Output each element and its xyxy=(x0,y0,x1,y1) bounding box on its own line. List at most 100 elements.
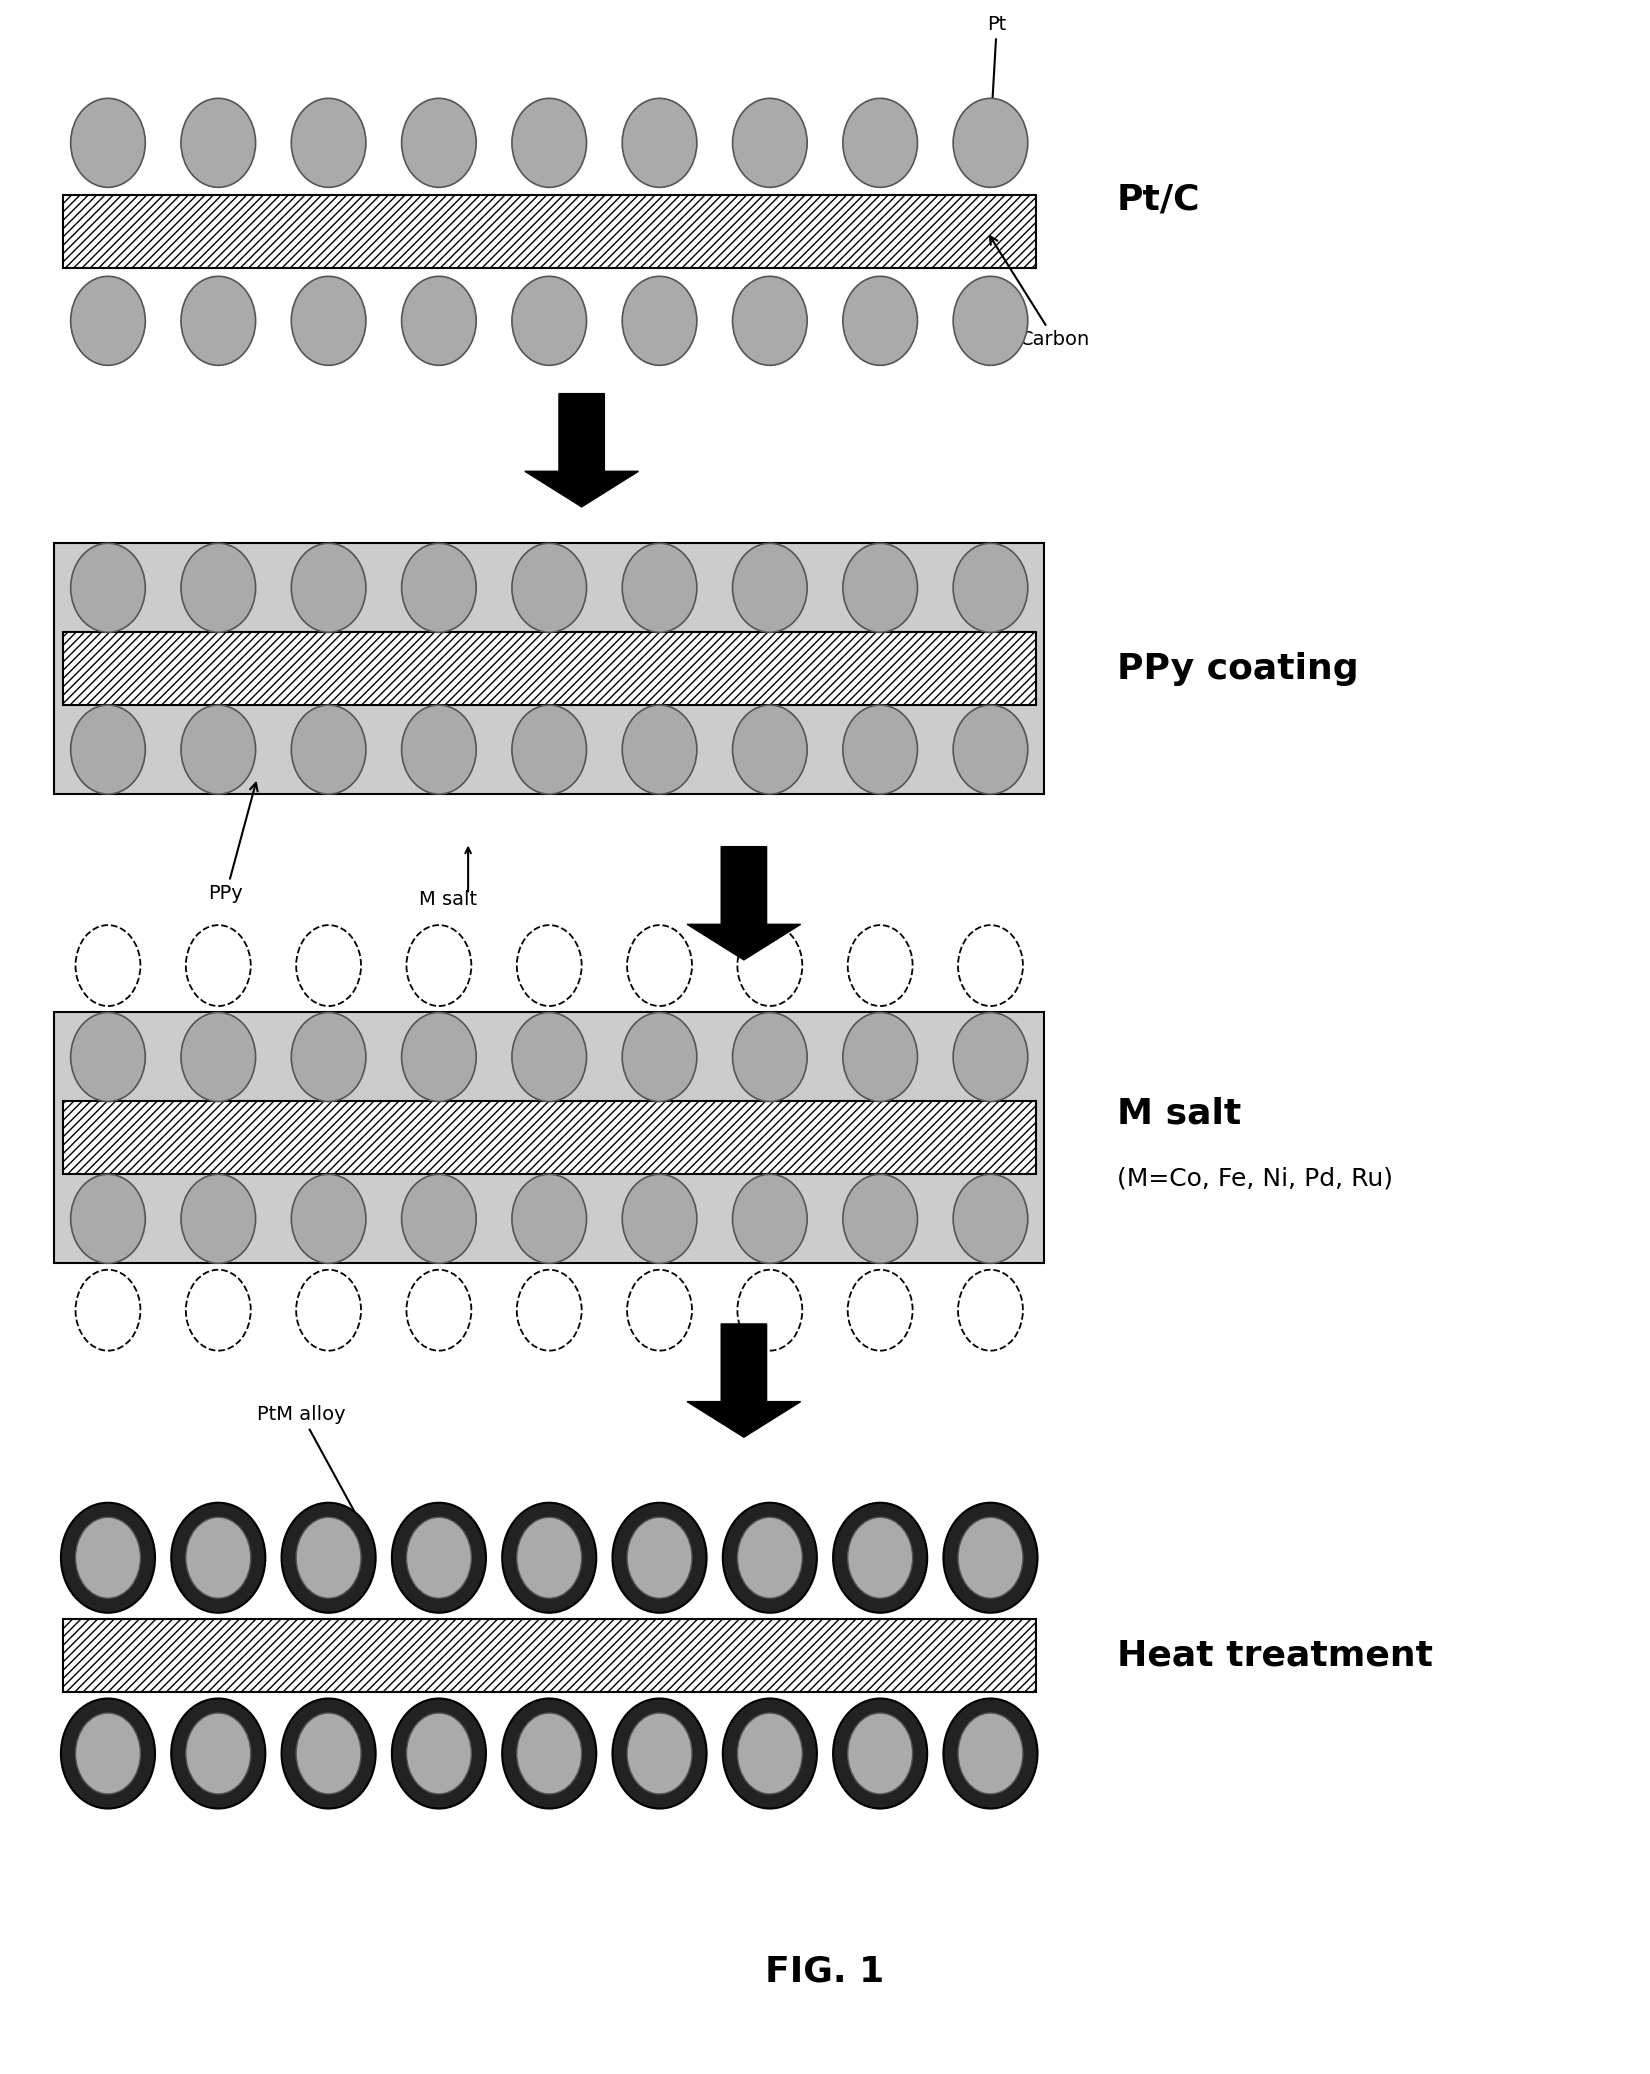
Ellipse shape xyxy=(512,97,586,187)
Bar xyxy=(63,1620,1036,1692)
Ellipse shape xyxy=(612,1504,706,1614)
Ellipse shape xyxy=(401,276,477,365)
Ellipse shape xyxy=(295,1518,361,1599)
Ellipse shape xyxy=(391,1699,487,1809)
Ellipse shape xyxy=(738,1713,802,1794)
Ellipse shape xyxy=(401,97,477,187)
Text: M salt: M salt xyxy=(419,890,477,908)
Ellipse shape xyxy=(627,1269,691,1350)
Ellipse shape xyxy=(622,1012,696,1101)
Ellipse shape xyxy=(833,1699,927,1809)
Ellipse shape xyxy=(944,1699,1038,1809)
Text: Pt/C: Pt/C xyxy=(1117,183,1201,216)
Ellipse shape xyxy=(292,543,366,633)
Text: PPy coating: PPy coating xyxy=(1117,651,1358,686)
Ellipse shape xyxy=(295,1713,361,1794)
Ellipse shape xyxy=(959,925,1023,1006)
Bar xyxy=(63,633,1036,705)
Ellipse shape xyxy=(292,705,366,794)
Ellipse shape xyxy=(401,543,477,633)
Text: PtM alloy: PtM alloy xyxy=(257,1406,368,1537)
Ellipse shape xyxy=(959,1713,1023,1794)
Ellipse shape xyxy=(295,1269,361,1350)
Ellipse shape xyxy=(71,1174,145,1263)
Ellipse shape xyxy=(61,1699,155,1809)
FancyArrow shape xyxy=(686,846,800,960)
Ellipse shape xyxy=(71,1012,145,1101)
Ellipse shape xyxy=(401,705,477,794)
Ellipse shape xyxy=(723,1699,817,1809)
Ellipse shape xyxy=(186,1713,251,1794)
Ellipse shape xyxy=(738,925,802,1006)
Ellipse shape xyxy=(282,1504,376,1614)
Ellipse shape xyxy=(733,276,807,365)
Ellipse shape xyxy=(843,97,917,187)
Ellipse shape xyxy=(512,1012,586,1101)
Ellipse shape xyxy=(622,97,696,187)
Ellipse shape xyxy=(627,925,691,1006)
Ellipse shape xyxy=(627,1713,691,1794)
Ellipse shape xyxy=(512,276,586,365)
Ellipse shape xyxy=(76,1269,140,1350)
Ellipse shape xyxy=(622,543,696,633)
Ellipse shape xyxy=(182,705,256,794)
FancyArrow shape xyxy=(525,394,639,506)
Ellipse shape xyxy=(843,1174,917,1263)
Ellipse shape xyxy=(282,1699,376,1809)
Ellipse shape xyxy=(391,1504,487,1614)
Ellipse shape xyxy=(292,1012,366,1101)
Ellipse shape xyxy=(401,1174,477,1263)
Ellipse shape xyxy=(186,1269,251,1350)
Ellipse shape xyxy=(76,1713,140,1794)
Bar xyxy=(54,1012,1044,1263)
Text: Carbon: Carbon xyxy=(990,236,1091,348)
Ellipse shape xyxy=(954,276,1028,365)
Text: FIG. 1: FIG. 1 xyxy=(766,1954,884,1989)
Ellipse shape xyxy=(76,1518,140,1599)
Ellipse shape xyxy=(516,1713,582,1794)
Ellipse shape xyxy=(612,1699,706,1809)
Ellipse shape xyxy=(406,925,472,1006)
Ellipse shape xyxy=(622,705,696,794)
Bar xyxy=(63,195,1036,268)
Ellipse shape xyxy=(182,276,256,365)
Ellipse shape xyxy=(848,1518,912,1599)
Ellipse shape xyxy=(733,1012,807,1101)
Ellipse shape xyxy=(186,925,251,1006)
Ellipse shape xyxy=(71,97,145,187)
Ellipse shape xyxy=(61,1504,155,1614)
Ellipse shape xyxy=(738,1518,802,1599)
Ellipse shape xyxy=(172,1699,266,1809)
Ellipse shape xyxy=(954,543,1028,633)
Ellipse shape xyxy=(944,1504,1038,1614)
Ellipse shape xyxy=(182,543,256,633)
Text: Heat treatment: Heat treatment xyxy=(1117,1638,1432,1672)
Ellipse shape xyxy=(76,925,140,1006)
Ellipse shape xyxy=(71,705,145,794)
Text: M salt: M salt xyxy=(1117,1097,1241,1130)
Text: Pt: Pt xyxy=(987,15,1006,131)
Ellipse shape xyxy=(848,1713,912,1794)
Ellipse shape xyxy=(516,1518,582,1599)
Ellipse shape xyxy=(959,1518,1023,1599)
Ellipse shape xyxy=(733,543,807,633)
Ellipse shape xyxy=(622,1174,696,1263)
Ellipse shape xyxy=(516,925,582,1006)
Ellipse shape xyxy=(516,1269,582,1350)
Ellipse shape xyxy=(182,1174,256,1263)
Ellipse shape xyxy=(954,705,1028,794)
Ellipse shape xyxy=(71,543,145,633)
Ellipse shape xyxy=(512,1174,586,1263)
Text: PPy: PPy xyxy=(208,782,257,904)
Bar xyxy=(63,1101,1036,1174)
Ellipse shape xyxy=(954,97,1028,187)
Ellipse shape xyxy=(406,1269,472,1350)
Ellipse shape xyxy=(848,1269,912,1350)
Ellipse shape xyxy=(292,276,366,365)
Ellipse shape xyxy=(186,1518,251,1599)
Text: (M=Co, Fe, Ni, Pd, Ru): (M=Co, Fe, Ni, Pd, Ru) xyxy=(1117,1166,1393,1190)
Ellipse shape xyxy=(292,1174,366,1263)
Ellipse shape xyxy=(401,1012,477,1101)
FancyArrow shape xyxy=(686,1323,800,1437)
Ellipse shape xyxy=(627,1518,691,1599)
